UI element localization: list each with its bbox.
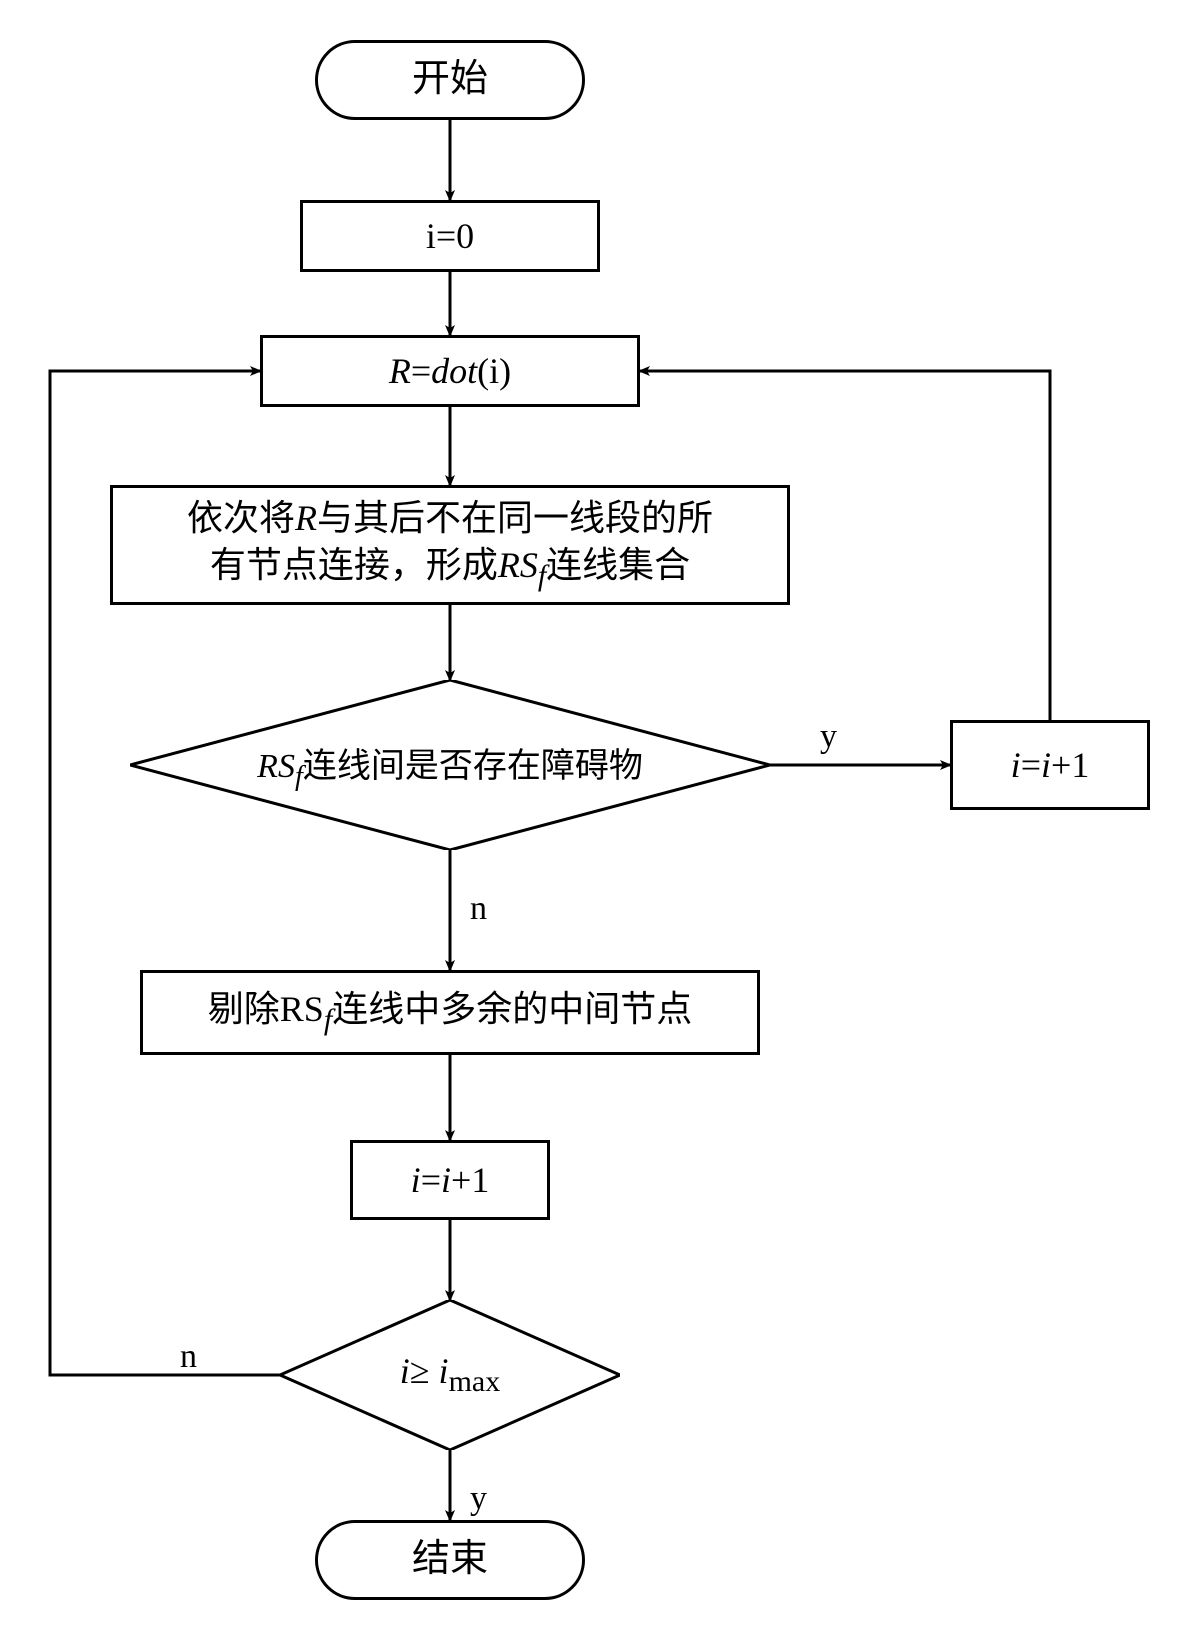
edge-label: n [180, 1338, 197, 1376]
edge-label: n [470, 890, 487, 928]
edge-label: y [470, 1480, 487, 1518]
node-inc-y-label: i=i+1 [1011, 742, 1090, 789]
node-dec2: i≥ imax [280, 1300, 620, 1450]
node-start-label: 开始 [412, 55, 488, 104]
node-init: i=0 [300, 200, 600, 272]
node-assign-label: R=dot(i) [389, 348, 511, 395]
node-connect: 依次将R与其后不在同一线段的所有节点连接，形成RSf连线集合 [110, 485, 790, 605]
node-inc-y: i=i+1 [950, 720, 1150, 810]
node-start: 开始 [315, 40, 585, 120]
node-inc-n: i=i+1 [350, 1140, 550, 1220]
node-dec2-label: i≥ imax [400, 1350, 500, 1399]
node-dec1-label: RSf连线间是否存在障碍物 [257, 738, 643, 793]
node-inc-n-label: i=i+1 [411, 1157, 490, 1204]
node-end: 结束 [315, 1520, 585, 1600]
flowchart-canvas: 开始 i=0 R=dot(i) 依次将R与其后不在同一线段的所有节点连接，形成R… [0, 0, 1182, 1629]
node-assign: R=dot(i) [260, 335, 640, 407]
node-connect-label: 依次将R与其后不在同一线段的所有节点连接，形成RSf连线集合 [187, 495, 713, 595]
node-remove: 剔除RSf连线中多余的中间节点 [140, 970, 760, 1055]
edge-label: y [820, 718, 837, 756]
node-init-label: i=0 [426, 213, 474, 260]
node-dec1: RSf连线间是否存在障碍物 [130, 680, 770, 850]
node-remove-label: 剔除RSf连线中多余的中间节点 [208, 986, 692, 1039]
node-end-label: 结束 [412, 1535, 488, 1584]
